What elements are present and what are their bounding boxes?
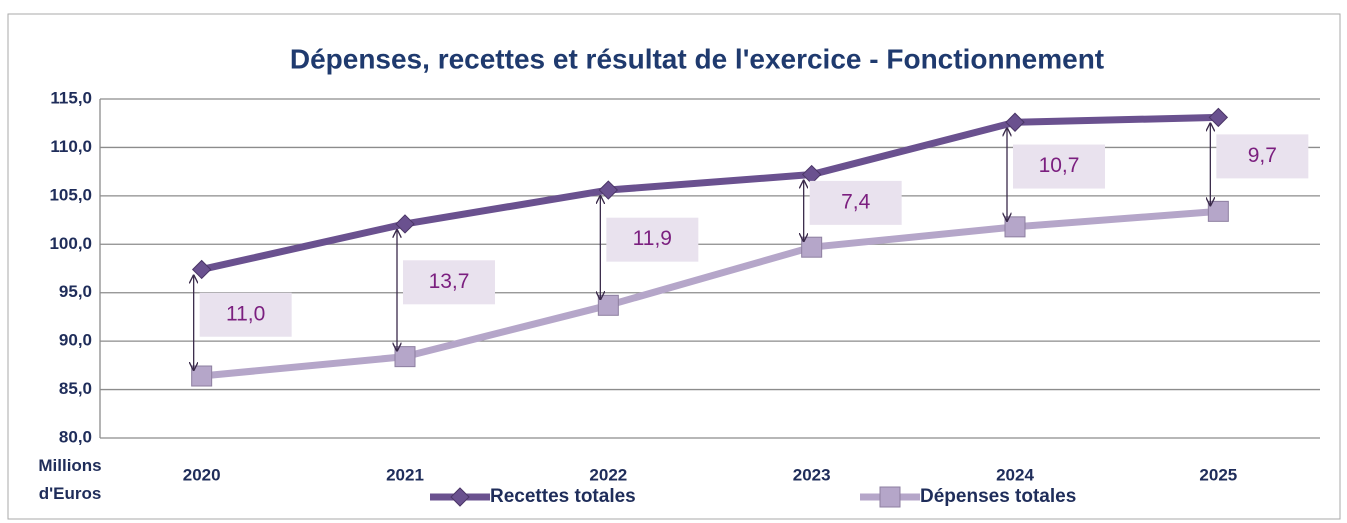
point: [1208, 107, 1229, 128]
difference-box: [403, 260, 495, 305]
x-tick-label: 2023: [793, 465, 831, 484]
y-axis-label-box: Millions d'Euros: [38, 456, 102, 503]
difference-box: [606, 217, 699, 262]
y-axis-label: Millions d'Euros: [38, 456, 102, 503]
y-tick-label: 115,0: [50, 88, 92, 107]
difference-label: 10,7: [1039, 154, 1080, 177]
point: [598, 180, 619, 200]
y-tick-label: 105,0: [49, 185, 92, 204]
series: [191, 107, 1229, 280]
difference-box: [1013, 144, 1105, 189]
series-line: [200, 113, 1219, 273]
x-tick-label: 2021: [386, 465, 424, 484]
series: [191, 200, 1229, 387]
point: [1004, 216, 1026, 238]
y-tick-label: 80,0: [59, 427, 92, 446]
point: [191, 365, 213, 387]
y-tick-label: 110,0: [50, 137, 92, 156]
y-tick-label: 85,0: [59, 379, 92, 398]
difference-label: 11,9: [633, 227, 672, 250]
x-tick-label: 2022: [589, 465, 627, 484]
y-tick-label: 100,0: [49, 234, 92, 253]
x-tick-label: 2025: [1199, 465, 1237, 484]
point: [191, 259, 212, 280]
point: [395, 214, 415, 234]
x-tick-label: 2024: [996, 465, 1034, 484]
legend-label: Recettes totales: [490, 486, 636, 507]
difference-box: [809, 180, 902, 225]
point: [450, 487, 470, 507]
y-tick-label: 95,0: [59, 282, 92, 301]
difference-label: 7,4: [841, 190, 871, 213]
x-tick-label: 2020: [183, 465, 221, 484]
difference-label: 9,7: [1248, 144, 1277, 167]
point: [1207, 200, 1229, 222]
point: [879, 486, 901, 508]
chart-title: Dépenses, recettes et résultat de l'exer…: [290, 43, 1104, 74]
difference-label: 13,7: [429, 270, 470, 293]
point: [801, 236, 823, 258]
difference-box: [199, 292, 292, 337]
point: [1005, 112, 1025, 132]
y-tick-label: 90,0: [59, 331, 92, 350]
difference-box: [1216, 134, 1309, 179]
series-line: [201, 207, 1219, 380]
difference-label: 11,0: [226, 302, 265, 325]
point: [597, 294, 619, 316]
legend-label: Dépenses totales: [920, 486, 1076, 507]
point: [394, 346, 416, 368]
